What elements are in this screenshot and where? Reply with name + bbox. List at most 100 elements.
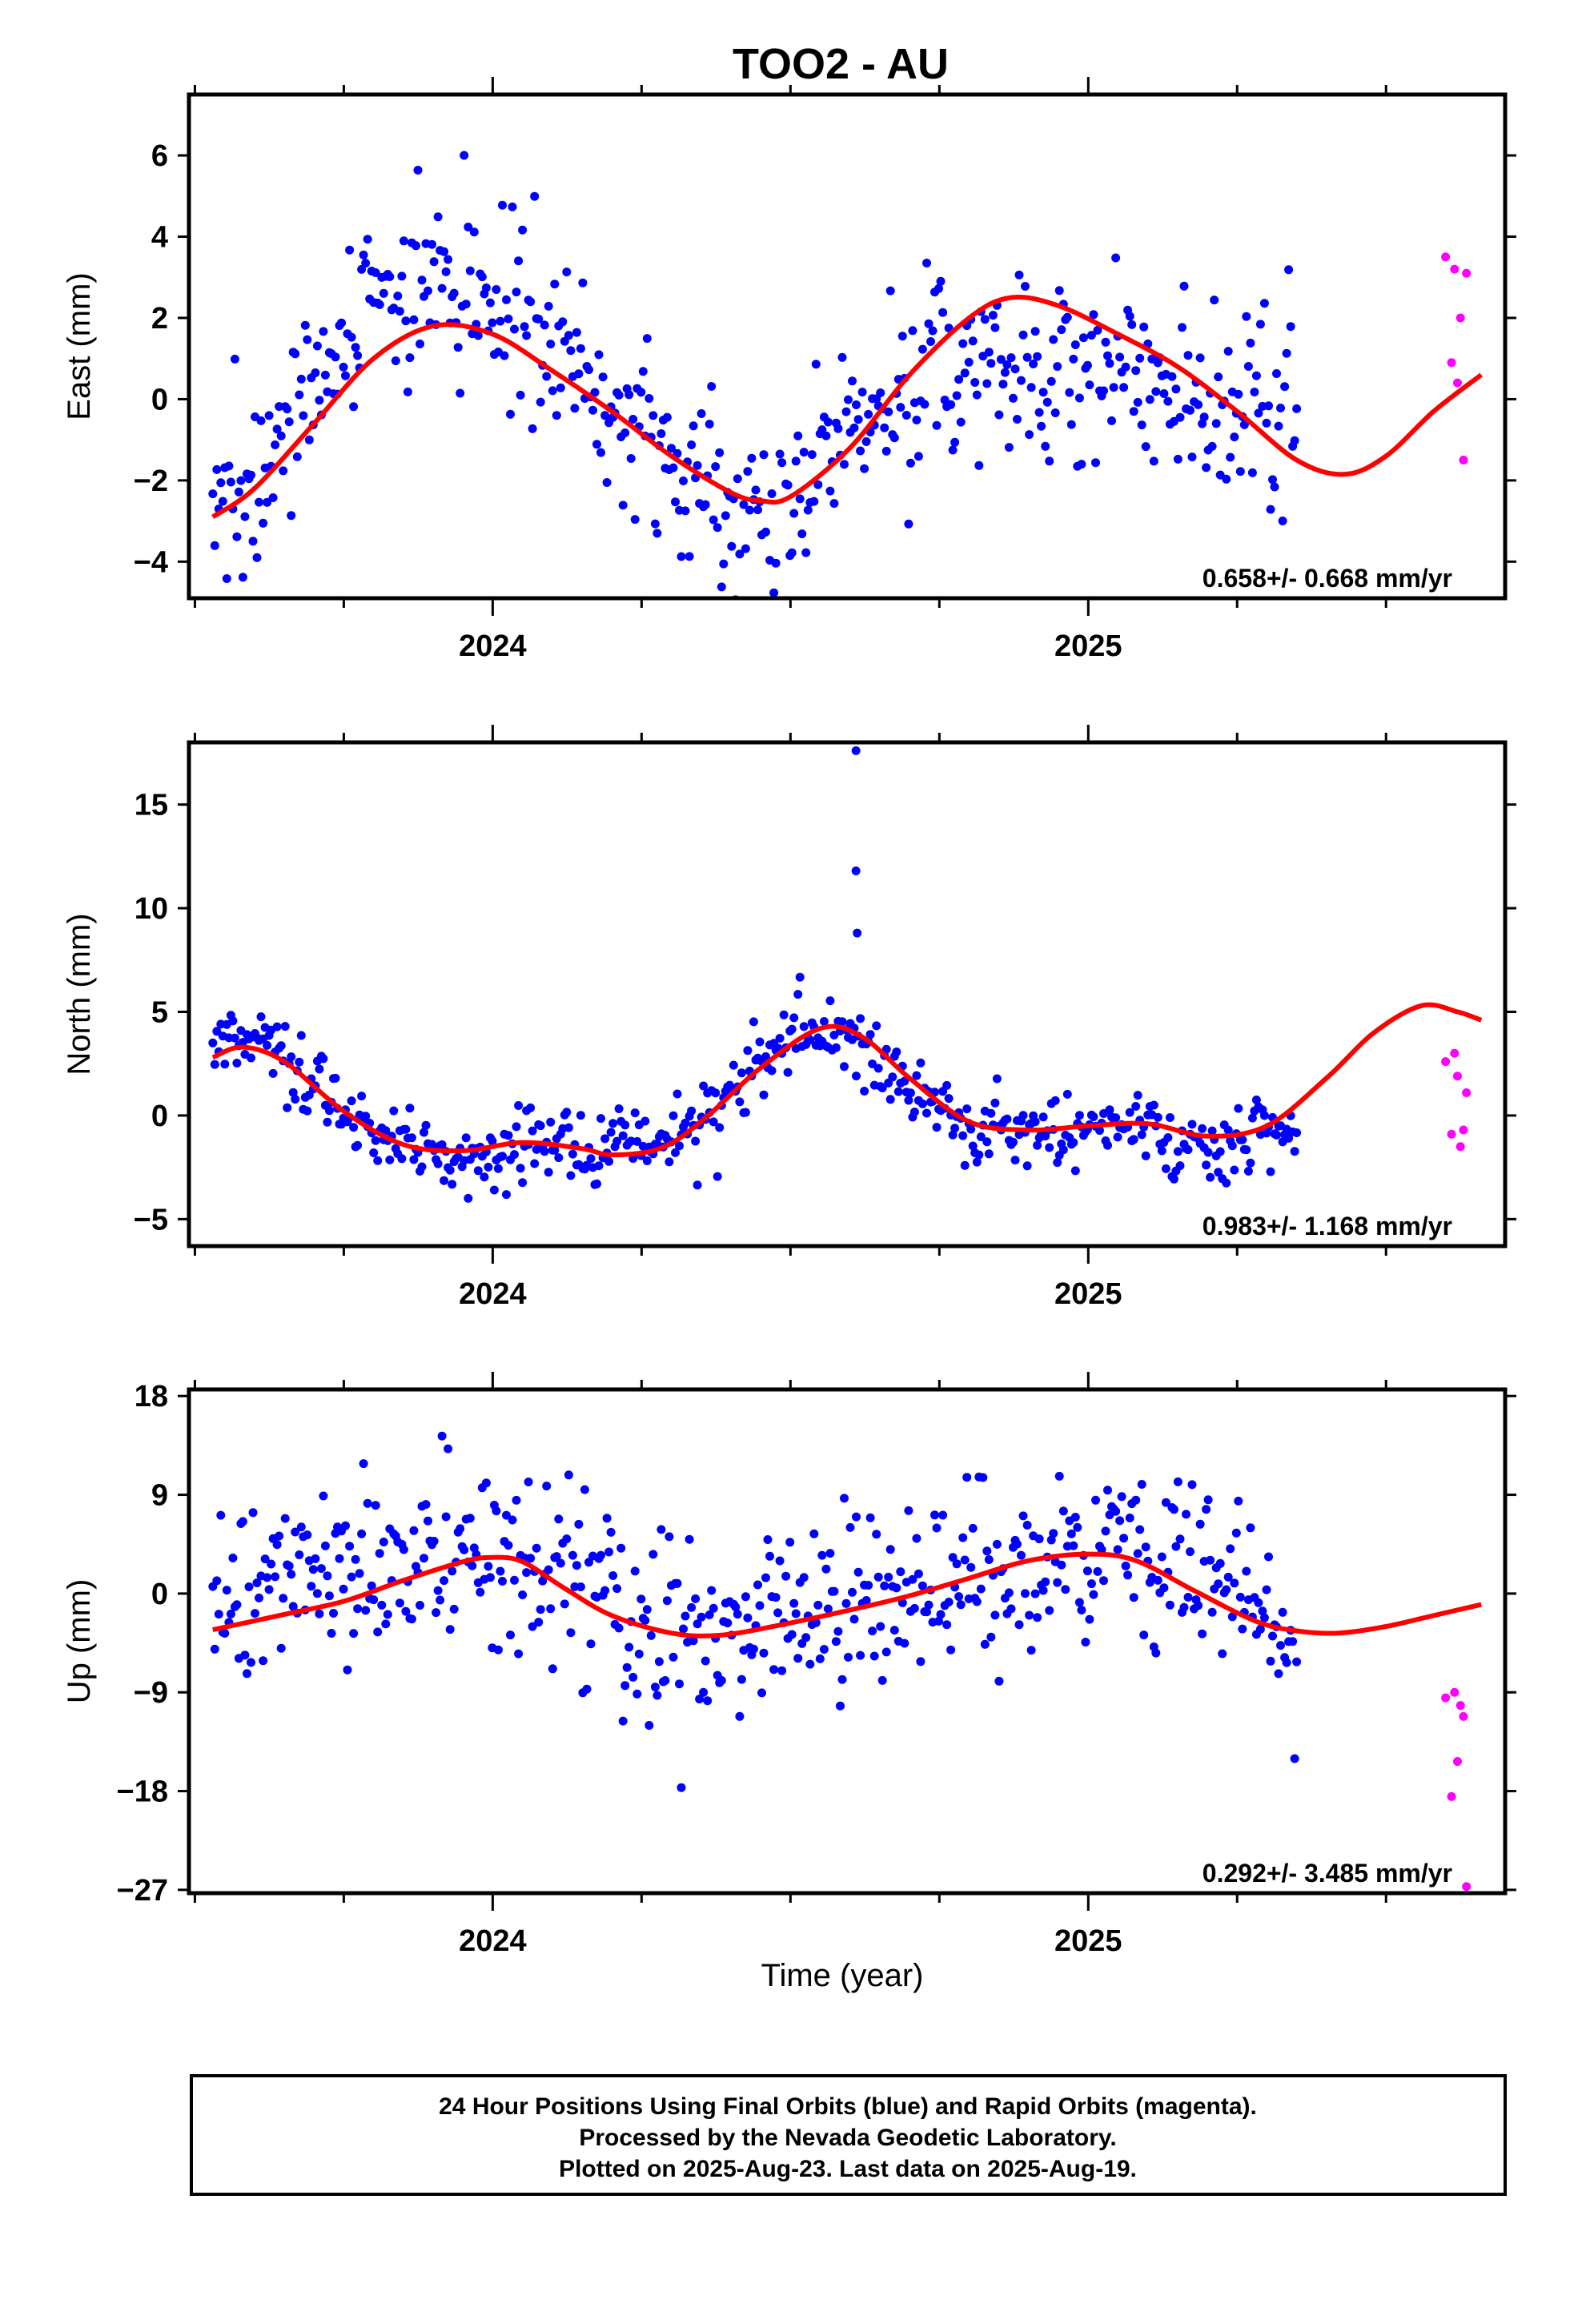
east-final-point: [946, 400, 956, 409]
east-final-point: [417, 275, 427, 285]
east-final-point: [379, 288, 388, 298]
up-final-point: [648, 1550, 658, 1559]
footer-line-2: Processed by the Nevada Geodetic Laborat…: [579, 2125, 1116, 2151]
east-final-point: [1049, 335, 1058, 344]
up-final-point: [628, 1672, 638, 1682]
up-final-point: [661, 1676, 670, 1685]
up-final-point: [1215, 1558, 1225, 1568]
east-final-point: [956, 417, 966, 427]
north-final-point: [630, 1108, 640, 1118]
north-final-point: [562, 1108, 572, 1117]
east-final-point: [216, 478, 226, 488]
north-final-point: [1207, 1126, 1217, 1136]
up-final-point: [837, 1675, 847, 1684]
up-ytick-label: 18: [135, 1380, 168, 1413]
east-final-point: [600, 411, 610, 420]
north-final-point: [461, 1133, 471, 1143]
up-final-point: [1282, 1658, 1291, 1667]
up-final-point: [707, 1586, 717, 1595]
east-final-point: [496, 316, 505, 326]
east-final-point: [1026, 383, 1036, 392]
up-final-point: [441, 1512, 451, 1522]
up-final-point: [900, 1638, 909, 1648]
up-final-point: [656, 1525, 666, 1534]
north-final-point: [982, 1137, 992, 1147]
east-final-point: [743, 467, 753, 476]
up-final-point: [1222, 1585, 1231, 1594]
north-final-point: [1002, 1114, 1012, 1124]
north-final-point: [417, 1162, 427, 1172]
east-final-point: [264, 411, 274, 420]
east-final-point: [948, 445, 958, 455]
up-final-point: [636, 1594, 646, 1604]
up-final-point: [506, 1630, 515, 1640]
east-final-point: [353, 351, 363, 360]
up-final-point: [642, 1605, 652, 1614]
up-final-point: [284, 1562, 294, 1570]
up-rapid-point: [1462, 1882, 1472, 1892]
east-final-point: [248, 537, 258, 546]
east-final-point: [970, 378, 980, 387]
up-final-point: [697, 1612, 706, 1622]
north-final-point: [1070, 1166, 1080, 1176]
north-final-point: [498, 1152, 507, 1161]
up-rapid-point: [1447, 1791, 1456, 1801]
north-final-point: [256, 1012, 266, 1022]
up-final-point: [512, 1495, 521, 1505]
north-final-point: [516, 1164, 525, 1173]
up-final-point: [532, 1543, 541, 1553]
north-final-point: [1010, 1156, 1020, 1165]
up-final-point: [272, 1540, 282, 1550]
up-final-point: [990, 1610, 1000, 1620]
up-final-point: [228, 1554, 238, 1562]
up-final-point: [401, 1606, 411, 1616]
east-final-point: [287, 511, 296, 521]
up-final-point: [1165, 1600, 1174, 1610]
east-final-point: [363, 235, 372, 244]
east-final-point: [393, 292, 403, 301]
east-final-point: [1053, 362, 1062, 372]
up-final-point: [504, 1541, 513, 1550]
up-ytick-label: −27: [117, 1874, 168, 1908]
north-xtick-label: 2025: [1054, 1277, 1122, 1311]
east-final-point: [922, 259, 931, 267]
up-final-point: [308, 1565, 318, 1574]
east-final-point: [584, 365, 593, 375]
east-final-point: [727, 541, 737, 551]
up-final-point: [662, 1596, 672, 1606]
east-final-point: [1163, 396, 1173, 406]
east-ytick-label: 0: [151, 383, 168, 416]
up-final-point: [606, 1527, 616, 1537]
north-final-point: [1053, 1158, 1062, 1168]
up-final-point: [913, 1569, 923, 1578]
up-final-point: [320, 1541, 330, 1550]
east-final-point: [1246, 338, 1255, 348]
east-final-point: [375, 300, 384, 309]
north-final-point: [912, 1071, 921, 1080]
east-final-point: [397, 271, 407, 281]
east-final-point: [1046, 376, 1056, 386]
east-final-point: [669, 463, 678, 472]
north-final-point: [962, 1104, 972, 1114]
east-final-point: [226, 477, 235, 487]
up-final-point: [885, 1545, 895, 1554]
north-final-point: [1238, 1135, 1247, 1144]
east-final-point: [717, 582, 726, 592]
north-final-point: [1161, 1164, 1170, 1173]
north-final-point: [296, 1031, 306, 1040]
up-final-point: [329, 1609, 338, 1618]
up-final-point: [685, 1534, 694, 1544]
east-final-point: [811, 360, 821, 369]
east-final-point: [1159, 389, 1169, 398]
east-final-point: [247, 470, 255, 480]
up-final-point: [1266, 1656, 1275, 1666]
north-final-point: [984, 1149, 994, 1159]
up-final-point: [291, 1527, 300, 1537]
east-final-point: [578, 278, 588, 287]
up-final-point: [1161, 1498, 1170, 1507]
up-final-point: [917, 1581, 927, 1590]
east-xtick-label: 2024: [459, 629, 527, 663]
up-final-point: [353, 1604, 363, 1614]
north-final-point: [893, 1087, 903, 1096]
north-final-point: [711, 1088, 721, 1098]
